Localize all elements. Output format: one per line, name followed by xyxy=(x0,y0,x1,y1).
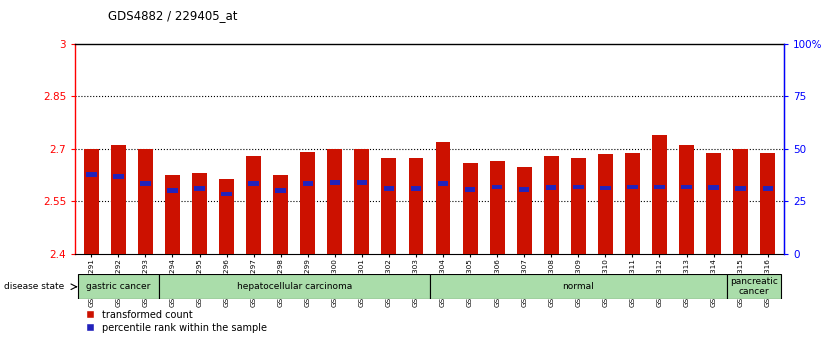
Text: gastric cancer: gastric cancer xyxy=(86,282,151,291)
Bar xyxy=(573,185,584,189)
Bar xyxy=(384,186,394,191)
Bar xyxy=(679,145,694,254)
Bar xyxy=(381,158,396,254)
Text: disease state: disease state xyxy=(4,282,64,291)
Bar xyxy=(113,174,123,179)
Bar xyxy=(600,186,610,190)
Bar xyxy=(411,186,421,191)
Bar xyxy=(86,172,97,177)
Bar xyxy=(655,185,665,189)
Bar xyxy=(435,142,450,254)
Bar xyxy=(625,153,640,254)
Bar xyxy=(192,174,207,254)
Legend: transformed count, percentile rank within the sample: transformed count, percentile rank withi… xyxy=(80,310,267,333)
Bar xyxy=(194,186,204,191)
Bar xyxy=(733,149,748,254)
Bar xyxy=(274,175,288,254)
Bar xyxy=(546,185,556,190)
Bar xyxy=(652,135,667,254)
Bar xyxy=(328,149,342,254)
Bar xyxy=(275,188,286,193)
Bar xyxy=(138,149,153,254)
Bar xyxy=(761,153,775,254)
Text: hepatocellular carcinoma: hepatocellular carcinoma xyxy=(237,282,352,291)
Bar xyxy=(519,187,530,192)
Bar xyxy=(84,149,98,254)
Bar xyxy=(627,185,638,189)
Bar xyxy=(598,154,613,254)
Bar xyxy=(681,185,691,189)
Bar xyxy=(159,274,430,299)
Bar xyxy=(762,186,773,191)
Bar xyxy=(219,179,234,254)
Bar xyxy=(357,180,367,185)
Bar xyxy=(221,192,232,196)
Bar xyxy=(438,181,448,185)
Text: GDS4882 / 229405_at: GDS4882 / 229405_at xyxy=(108,9,238,22)
Bar xyxy=(354,149,369,254)
Bar xyxy=(571,158,585,254)
Bar xyxy=(544,156,559,254)
Bar xyxy=(111,145,126,254)
Bar xyxy=(329,180,340,185)
Text: normal: normal xyxy=(562,282,594,291)
Bar xyxy=(492,185,502,189)
Bar xyxy=(736,186,746,191)
Bar xyxy=(463,163,478,254)
Bar xyxy=(249,181,259,185)
Bar xyxy=(409,158,424,254)
Bar xyxy=(140,181,151,185)
Bar xyxy=(165,175,180,254)
Bar xyxy=(168,188,178,193)
Bar xyxy=(708,185,719,190)
Bar xyxy=(706,153,721,254)
Bar xyxy=(727,274,781,299)
Bar xyxy=(300,152,315,254)
Bar xyxy=(246,156,261,254)
Bar xyxy=(517,167,531,254)
Bar xyxy=(78,274,159,299)
Bar xyxy=(465,187,475,192)
Bar xyxy=(490,161,505,254)
Text: pancreatic
cancer: pancreatic cancer xyxy=(731,277,778,297)
Bar xyxy=(430,274,727,299)
Bar xyxy=(303,181,313,185)
